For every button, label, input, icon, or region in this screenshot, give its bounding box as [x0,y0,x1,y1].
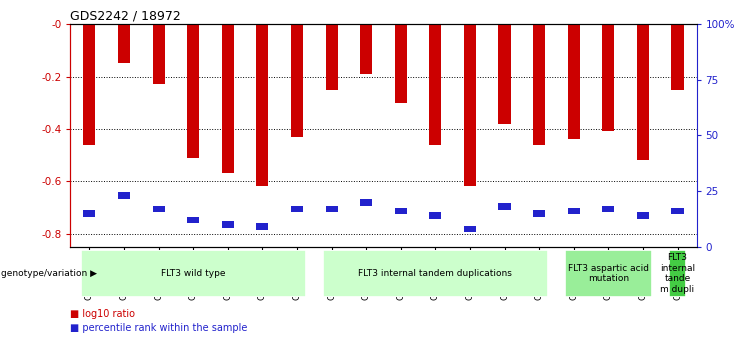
Bar [84,210,96,217]
Bar [118,192,130,199]
Bar [499,203,511,210]
Text: ■ log10 ratio: ■ log10 ratio [70,309,136,319]
Bar [637,24,649,160]
Bar [395,24,407,103]
Text: GDS2242 / 18972: GDS2242 / 18972 [70,10,181,23]
Bar [256,223,268,230]
Bar [533,210,545,217]
Bar [118,24,130,63]
Text: ■ percentile rank within the sample: ■ percentile rank within the sample [70,323,247,333]
Bar [291,24,303,137]
Bar [568,24,579,139]
Bar [671,24,683,90]
Bar [429,24,442,145]
Bar [464,24,476,186]
Bar [395,208,407,214]
Text: FLT3
internal
tande
m dupli: FLT3 internal tande m dupli [660,253,695,294]
Text: genotype/variation ▶: genotype/variation ▶ [1,269,97,278]
Bar [429,212,442,219]
Bar [222,221,234,228]
Bar [464,226,476,232]
Bar [360,24,372,74]
Bar [325,24,338,90]
Bar [291,206,303,212]
Bar [668,250,686,297]
Text: FLT3 wild type: FLT3 wild type [161,269,225,278]
Bar [84,24,96,145]
Bar [256,24,268,186]
Bar [323,250,548,297]
Bar [153,24,165,85]
Bar [81,250,306,297]
Bar [187,217,199,223]
Bar [602,24,614,131]
Bar [671,208,683,214]
Bar [153,206,165,212]
Text: FLT3 internal tandem duplications: FLT3 internal tandem duplications [359,269,512,278]
Bar [568,208,579,214]
Text: FLT3 aspartic acid
mutation: FLT3 aspartic acid mutation [568,264,649,283]
Bar [565,250,652,297]
Bar [325,206,338,212]
Bar [222,24,234,174]
Bar [499,24,511,124]
Bar [360,199,372,206]
Bar [187,24,199,158]
Bar [637,212,649,219]
Bar [602,206,614,212]
Bar [533,24,545,145]
